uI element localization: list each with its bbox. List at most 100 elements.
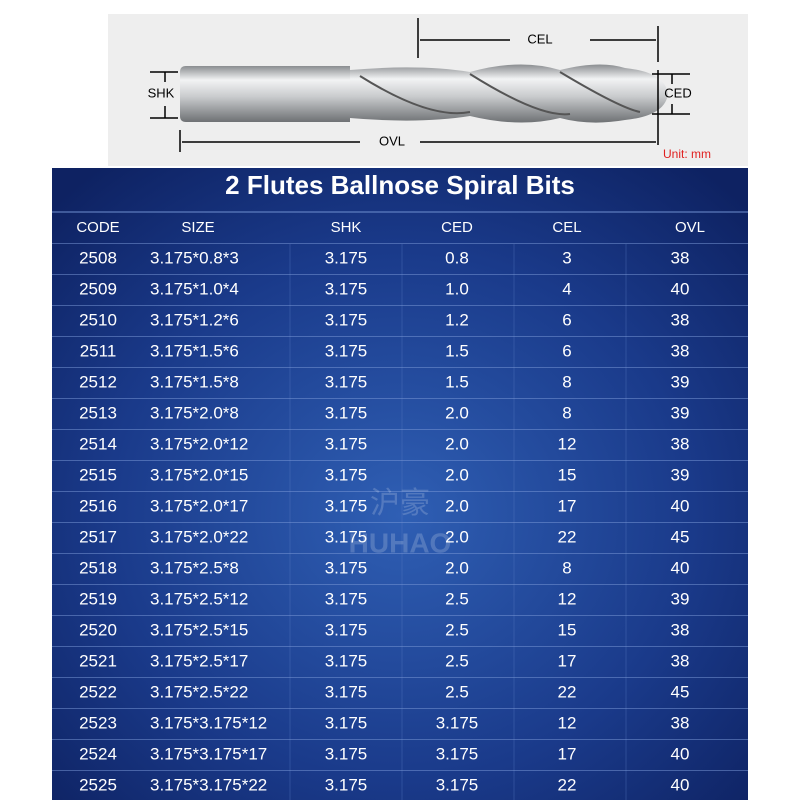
cell: 3.175 bbox=[325, 713, 368, 732]
cell: 17 bbox=[558, 744, 577, 763]
cell: 38 bbox=[671, 434, 690, 453]
shank bbox=[180, 66, 350, 122]
column-header: CED bbox=[441, 219, 473, 236]
cell: 2520 bbox=[79, 620, 117, 639]
cell: 2.0 bbox=[445, 527, 469, 546]
cell: 3.175*3.175*22 bbox=[150, 775, 267, 794]
cell: 12 bbox=[558, 713, 577, 732]
cell: 2509 bbox=[79, 279, 117, 298]
cell: 6 bbox=[562, 310, 571, 329]
cell: 2510 bbox=[79, 310, 117, 329]
cell: 17 bbox=[558, 651, 577, 670]
cell: 40 bbox=[671, 744, 690, 763]
cell: 3.175*2.5*12 bbox=[150, 589, 248, 608]
cell: 2508 bbox=[79, 248, 117, 267]
cell: 3.175 bbox=[325, 248, 368, 267]
cell: 40 bbox=[671, 775, 690, 794]
cell: 12 bbox=[558, 434, 577, 453]
cell: 38 bbox=[671, 248, 690, 267]
cell: 2.0 bbox=[445, 496, 469, 515]
cell: 3.175 bbox=[325, 279, 368, 298]
cell: 2.5 bbox=[445, 651, 469, 670]
cell: 38 bbox=[671, 620, 690, 639]
cell: 3.175 bbox=[325, 527, 368, 546]
cell: 40 bbox=[671, 279, 690, 298]
cell: 2514 bbox=[79, 434, 117, 453]
cell: 3.175 bbox=[325, 558, 368, 577]
cell: 3.175*1.5*8 bbox=[150, 372, 239, 391]
cel-dim bbox=[417, 18, 659, 62]
column-header: CODE bbox=[76, 219, 119, 236]
cell: 3.175 bbox=[436, 775, 479, 794]
cell: 3.175*2.0*15 bbox=[150, 465, 248, 484]
cell: 3.175 bbox=[436, 744, 479, 763]
cell: 22 bbox=[558, 527, 577, 546]
cell: 22 bbox=[558, 775, 577, 794]
cell: 8 bbox=[562, 372, 571, 391]
cell: 38 bbox=[671, 310, 690, 329]
cell: 2.5 bbox=[445, 589, 469, 608]
cell: 1.5 bbox=[445, 341, 469, 360]
cell: 3.175*1.5*6 bbox=[150, 341, 239, 360]
cell: 3.175 bbox=[325, 465, 368, 484]
cell: 3.175 bbox=[325, 434, 368, 453]
cell: 3.175 bbox=[325, 310, 368, 329]
cell: 3 bbox=[562, 248, 571, 267]
cell: 8 bbox=[562, 558, 571, 577]
cell: 3.175 bbox=[325, 341, 368, 360]
cell: 2522 bbox=[79, 682, 117, 701]
watermark: HUHAO bbox=[349, 527, 452, 558]
cell: 45 bbox=[671, 682, 690, 701]
cell: 2516 bbox=[79, 496, 117, 515]
cell: 3.175 bbox=[325, 620, 368, 639]
cell: 3.175 bbox=[325, 744, 368, 763]
cell: 2.0 bbox=[445, 558, 469, 577]
cell: 3.175*2.5*8 bbox=[150, 558, 239, 577]
cell: 2513 bbox=[79, 403, 117, 422]
cell: 3.175*2.5*22 bbox=[150, 682, 248, 701]
ovl-dim bbox=[179, 70, 659, 152]
cell: 3.175*2.0*12 bbox=[150, 434, 248, 453]
cell: 3.175*2.0*17 bbox=[150, 496, 248, 515]
cell: 3.175*2.5*17 bbox=[150, 651, 248, 670]
cell: 3.175 bbox=[436, 713, 479, 732]
dim-label: SHK bbox=[148, 85, 175, 100]
cell: 3.175 bbox=[325, 496, 368, 515]
cell: 2519 bbox=[79, 589, 117, 608]
cell: 1.0 bbox=[445, 279, 469, 298]
dim-label: OVL bbox=[379, 133, 405, 148]
cell: 2515 bbox=[79, 465, 117, 484]
cell: 2.0 bbox=[445, 403, 469, 422]
cell: 3.175 bbox=[325, 403, 368, 422]
cell: 3.175*3.175*12 bbox=[150, 713, 267, 732]
cell: 3.175 bbox=[325, 372, 368, 391]
cell: 3.175*3.175*17 bbox=[150, 744, 267, 763]
unit-note: Unit: mm bbox=[663, 147, 711, 161]
cell: 15 bbox=[558, 620, 577, 639]
cell: 45 bbox=[671, 527, 690, 546]
cell: 38 bbox=[671, 651, 690, 670]
cell: 38 bbox=[671, 341, 690, 360]
table-title: 2 Flutes Ballnose Spiral Bits bbox=[225, 170, 575, 200]
watermark: 沪豪 bbox=[370, 487, 430, 520]
cell: 3.175*2.0*22 bbox=[150, 527, 248, 546]
cell: 2523 bbox=[79, 713, 117, 732]
cell: 12 bbox=[558, 589, 577, 608]
cell: 40 bbox=[671, 496, 690, 515]
column-header: SIZE bbox=[181, 219, 214, 236]
flute-lines bbox=[359, 71, 641, 116]
cell: 3.175 bbox=[325, 682, 368, 701]
cell: 0.8 bbox=[445, 248, 469, 267]
dim-label: CEL bbox=[527, 31, 552, 46]
cell: 1.5 bbox=[445, 372, 469, 391]
cell: 3.175 bbox=[325, 651, 368, 670]
cell: 17 bbox=[558, 496, 577, 515]
cell: 2.0 bbox=[445, 434, 469, 453]
cell: 39 bbox=[671, 465, 690, 484]
spec-table: 2 Flutes Ballnose Spiral Bits 沪豪 HUHAO C… bbox=[52, 168, 748, 800]
cell: 15 bbox=[558, 465, 577, 484]
cell: 3.175 bbox=[325, 775, 368, 794]
cell: 8 bbox=[562, 403, 571, 422]
cell: 38 bbox=[671, 713, 690, 732]
